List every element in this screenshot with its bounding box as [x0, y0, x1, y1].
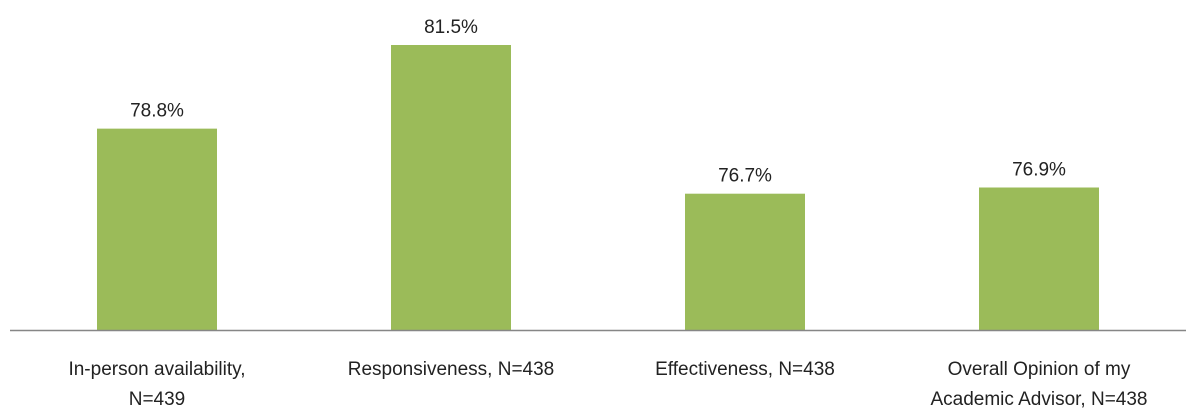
bar-3	[685, 193, 805, 330]
category-label-3: Effectiveness, N=438	[655, 359, 835, 380]
value-label-4: 76.9%	[1012, 160, 1066, 181]
category-label-2: Responsiveness, N=438	[348, 359, 555, 380]
category-labels-group: In-person availability, N=439 Responsivene…	[68, 359, 1147, 410]
value-labels-group: 78.8% 81.5% 76.7% 76.9%	[130, 17, 1066, 187]
value-label-1: 78.8%	[130, 101, 184, 122]
value-label-2: 81.5%	[424, 17, 478, 38]
bars-group	[97, 45, 1099, 330]
bar-2	[391, 45, 511, 330]
value-label-3: 76.7%	[718, 166, 772, 187]
category-label-1: In-person availability, N=439	[68, 359, 245, 410]
bar-4	[979, 187, 1099, 330]
category-label-4: Overall Opinion of my Academic Advisor, N…	[930, 359, 1147, 410]
bar-1	[97, 128, 217, 330]
